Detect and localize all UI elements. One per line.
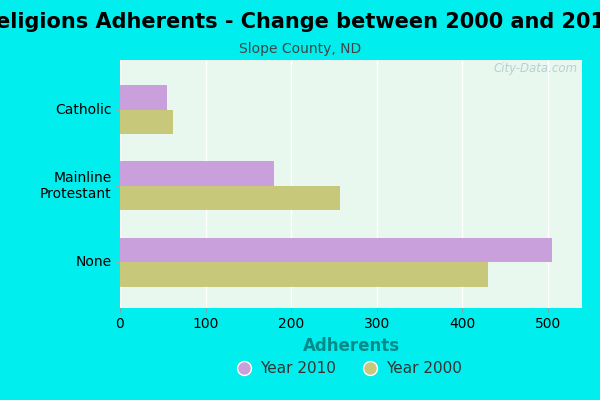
Bar	[120, 186, 340, 210]
Bar	[120, 110, 173, 134]
Bar	[120, 85, 167, 110]
Legend: Year 2010, Year 2000: Year 2010, Year 2000	[234, 355, 468, 382]
Bar	[120, 162, 274, 186]
Text: City-Data.com: City-Data.com	[493, 62, 577, 76]
Bar	[120, 238, 552, 262]
Text: Religions Adherents - Change between 2000 and 2010: Religions Adherents - Change between 200…	[0, 12, 600, 32]
Bar	[120, 262, 488, 287]
Text: Slope County, ND: Slope County, ND	[239, 42, 361, 56]
X-axis label: Adherents: Adherents	[302, 336, 400, 354]
